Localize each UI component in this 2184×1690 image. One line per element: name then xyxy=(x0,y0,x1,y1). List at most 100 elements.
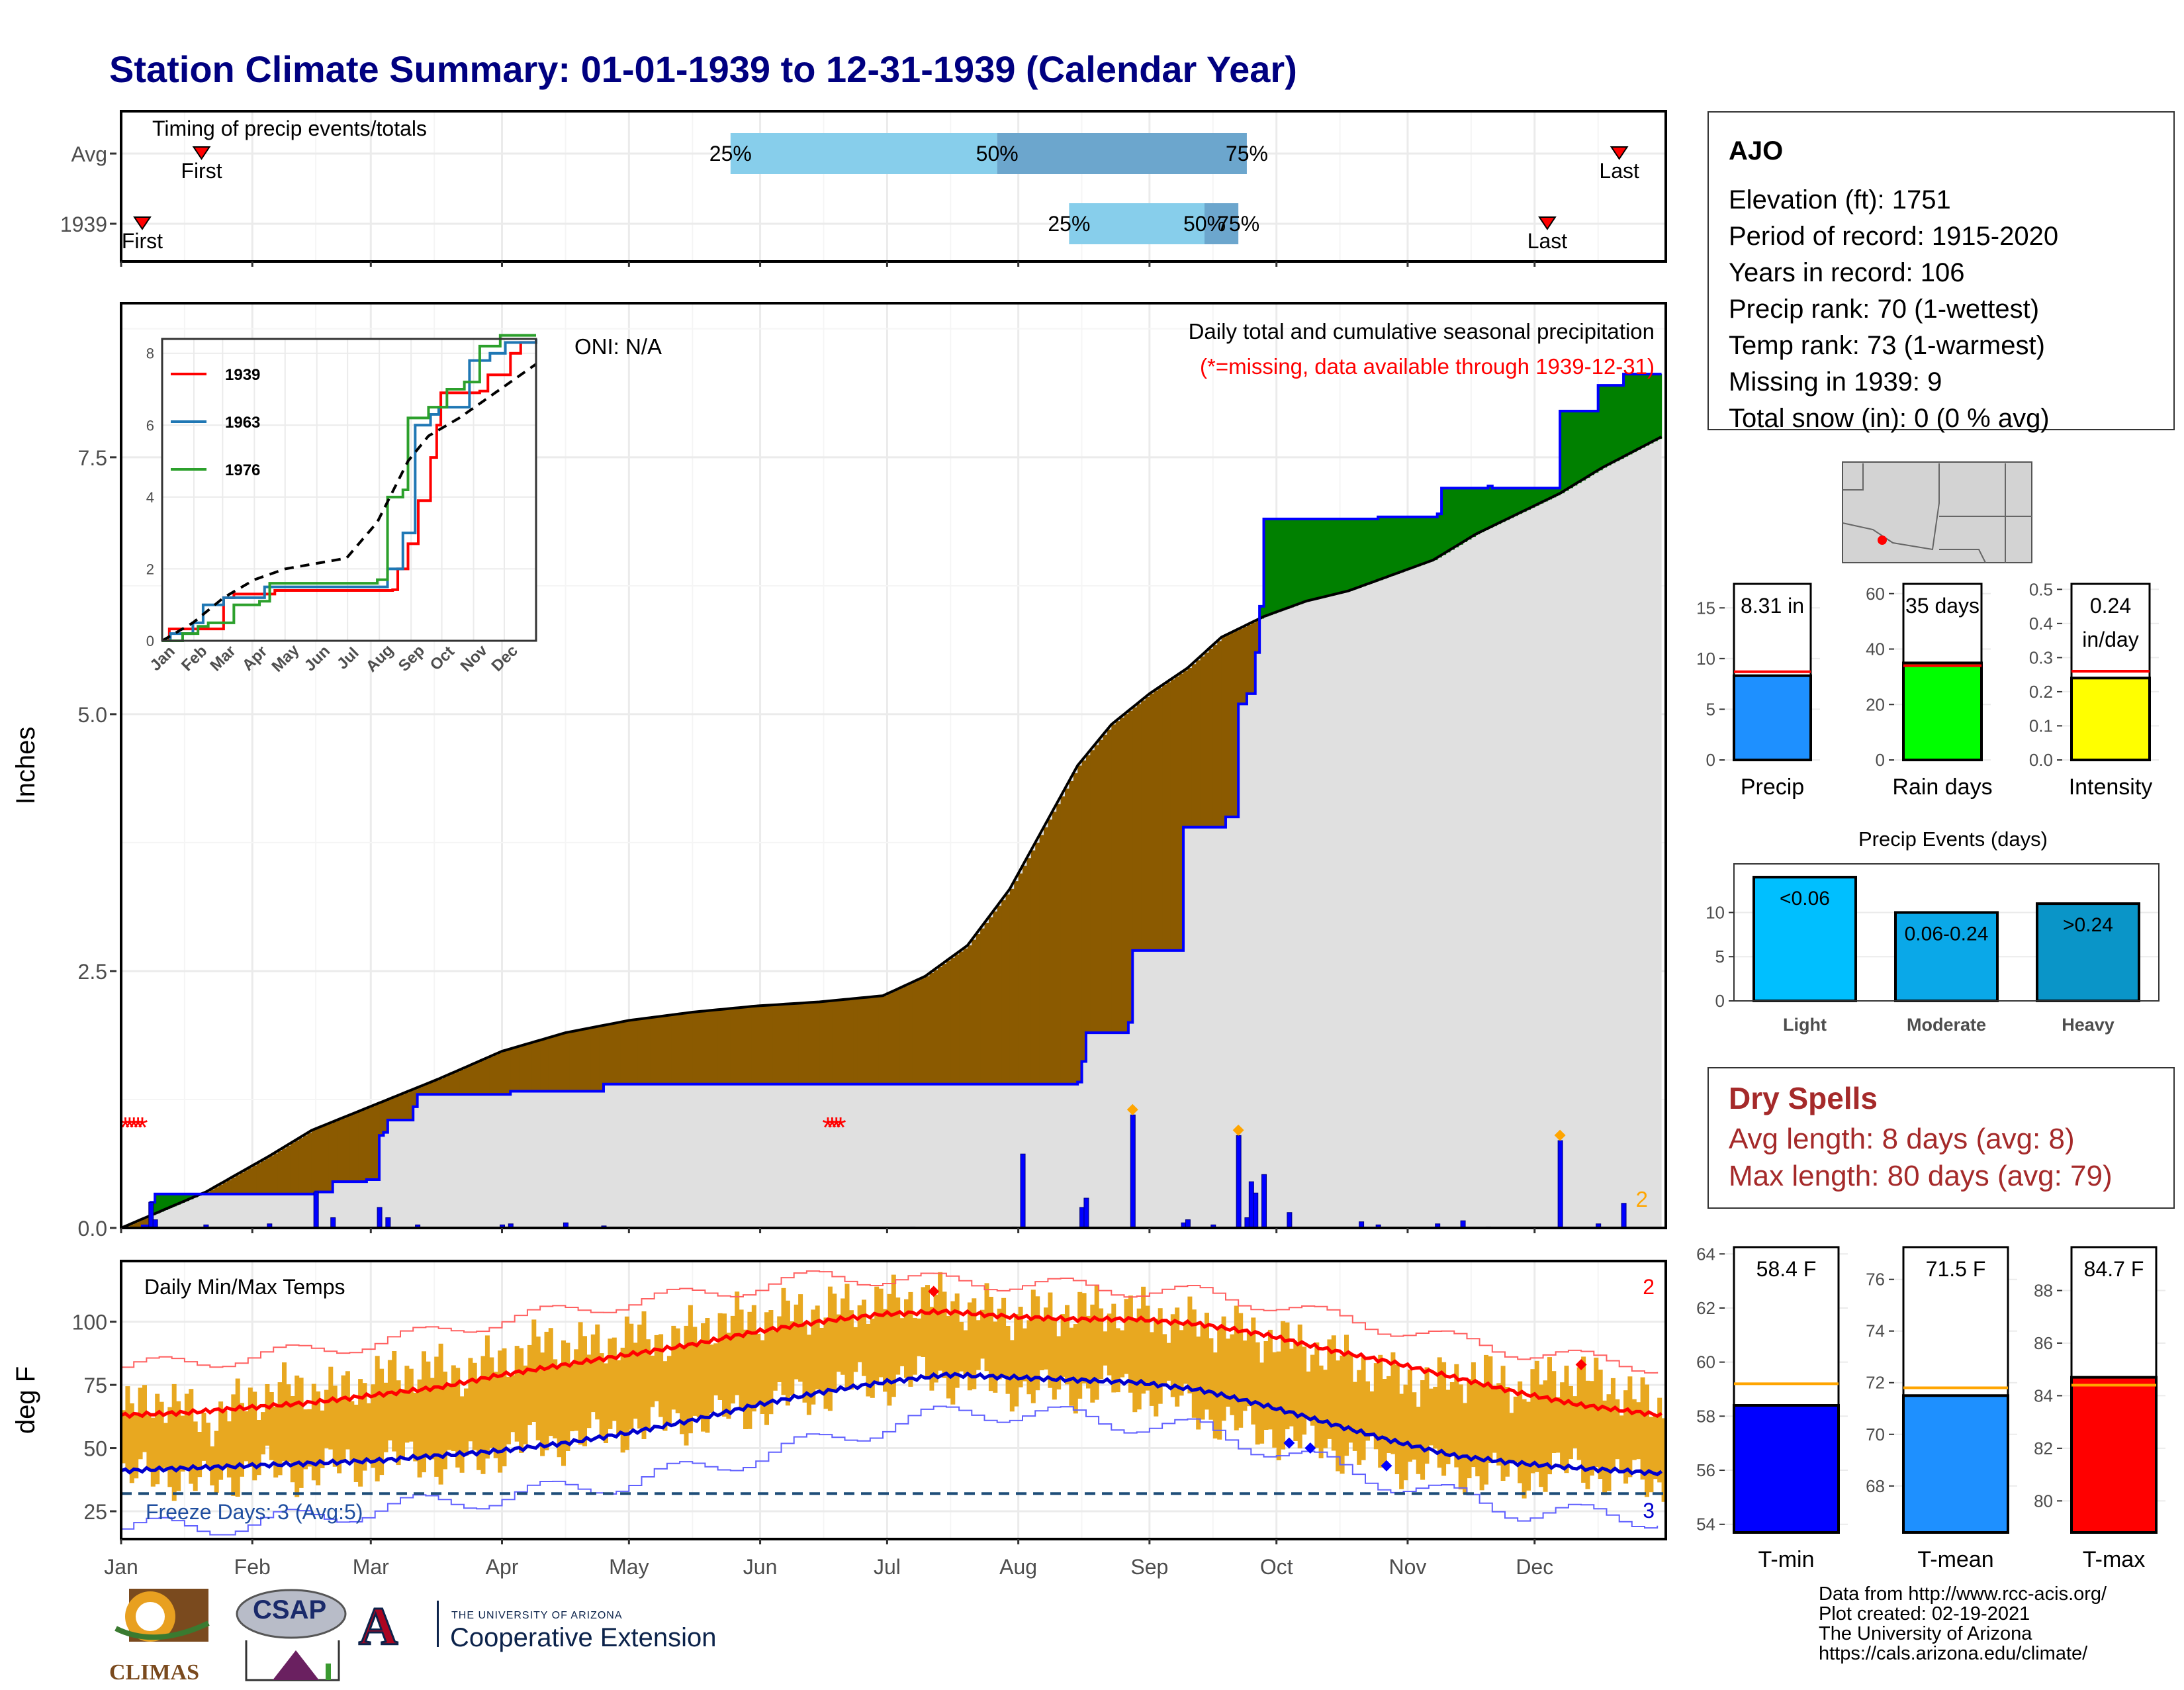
inset-xtick-label: Oct xyxy=(427,643,458,674)
daily-temp-range xyxy=(1323,1370,1328,1448)
daily-temp-range xyxy=(899,1318,905,1366)
daily-temp-range xyxy=(1281,1321,1286,1450)
daily-temp-range xyxy=(582,1336,587,1446)
daily-temp-range xyxy=(1276,1351,1281,1460)
daily-temp-range xyxy=(1234,1305,1239,1431)
record-temp-marker xyxy=(1575,1359,1587,1371)
deficit-fill xyxy=(798,1003,803,1084)
month-tick-label: May xyxy=(609,1555,649,1579)
daily-temp-range xyxy=(273,1407,279,1478)
surplus-fill xyxy=(1463,488,1468,542)
daily-temp-range xyxy=(1463,1403,1468,1494)
daily-temp-range xyxy=(904,1299,909,1378)
deficit-fill xyxy=(531,1043,537,1092)
daily-temp-range xyxy=(1589,1381,1594,1476)
surplus-fill xyxy=(1619,385,1624,459)
missing-marker: * xyxy=(128,1111,140,1144)
surplus-fill xyxy=(1585,411,1590,478)
daily-temp-range xyxy=(535,1337,541,1440)
daily-temp-range xyxy=(1191,1309,1197,1418)
surplus-fill xyxy=(163,1194,168,1210)
deficit-fill xyxy=(138,1221,143,1228)
deficit-fill xyxy=(836,1000,841,1084)
daily-temp-range xyxy=(595,1324,600,1420)
daily-temp-range xyxy=(1048,1292,1053,1388)
deficit-fill xyxy=(256,1163,261,1194)
daily-temp-range xyxy=(743,1329,748,1429)
daily-temp-range xyxy=(468,1358,473,1442)
deficit-fill xyxy=(214,1187,219,1194)
daily-temp-range xyxy=(561,1340,566,1466)
surplus-fill xyxy=(1357,519,1362,588)
deficit-fill xyxy=(430,1082,435,1095)
daily-temp-range xyxy=(252,1391,257,1481)
events-bar-moderate xyxy=(1894,911,1999,1003)
daily-temp-range xyxy=(747,1311,752,1429)
daily-temp-range xyxy=(443,1372,447,1470)
daily-temp-range xyxy=(925,1285,930,1378)
deficit-fill xyxy=(616,1023,621,1084)
daily-temp-range xyxy=(510,1375,516,1432)
deficit-fill xyxy=(878,996,884,1084)
surplus-fill xyxy=(1488,486,1493,528)
daily-temp-range xyxy=(1420,1380,1426,1480)
daily-temp-range xyxy=(218,1401,224,1480)
daily-temp-range xyxy=(1585,1380,1590,1489)
temp-total-2-ytick-label: 84 xyxy=(2034,1385,2053,1405)
daily-temp-range xyxy=(214,1431,219,1493)
deficit-fill xyxy=(523,1045,528,1092)
deficit-fill xyxy=(1226,635,1230,818)
daily-temp-range xyxy=(1035,1296,1040,1391)
timing-row-label: 1939 xyxy=(60,212,107,236)
deficit-fill xyxy=(1170,679,1175,951)
surplus-fill xyxy=(1302,519,1307,603)
deficit-fill xyxy=(743,1007,748,1084)
deficit-fill xyxy=(426,1084,431,1095)
events-bar-label: >0.24 xyxy=(2063,914,2113,936)
deficit-fill xyxy=(1158,688,1163,951)
timing-bar-q25-q50 xyxy=(1069,203,1205,244)
deficit-fill xyxy=(548,1037,553,1092)
daily-temp-range xyxy=(1606,1394,1612,1491)
temp-total-1-value-label: 71.5 F xyxy=(1926,1257,1986,1281)
deficit-fill xyxy=(1221,637,1226,827)
daily-temp-range xyxy=(1208,1338,1214,1420)
deficit-fill xyxy=(1023,865,1027,1084)
daily-temp-range xyxy=(408,1368,414,1442)
daily-temp-range xyxy=(345,1371,350,1450)
daily-temp-range xyxy=(387,1360,392,1440)
surplus-fill xyxy=(1403,516,1408,571)
station-name: AJO xyxy=(1729,136,1784,165)
daily-temp-range xyxy=(527,1344,532,1425)
temp-total-0-ytick-label: 62 xyxy=(1696,1298,1715,1318)
daily-temp-range xyxy=(396,1380,401,1466)
month-tick-label: Apr xyxy=(486,1555,519,1579)
daily-temp-range xyxy=(540,1352,545,1456)
deficit-fill xyxy=(468,1066,473,1095)
cum-1939-line xyxy=(121,373,1662,1229)
daily-temp-range xyxy=(717,1313,723,1400)
daily-temp-range xyxy=(226,1421,232,1478)
daily-temp-range xyxy=(895,1297,901,1375)
month-tick-label: Nov xyxy=(1388,1555,1426,1579)
daily-temp-range xyxy=(1564,1366,1569,1474)
daily-temp-range xyxy=(1314,1342,1320,1448)
inset-xtick-label: Aug xyxy=(363,641,397,676)
surplus-fill xyxy=(1394,516,1400,574)
deficit-fill xyxy=(273,1153,279,1194)
deficit-fill xyxy=(404,1092,410,1120)
deficit-fill xyxy=(1251,622,1256,694)
deficit-fill xyxy=(709,1010,714,1084)
inset-xtick-label: Dec xyxy=(488,642,522,675)
daily-temp-range xyxy=(163,1423,168,1468)
deficit-fill xyxy=(578,1030,583,1092)
daily-temp-range xyxy=(375,1356,380,1481)
surplus-fill xyxy=(1539,488,1544,504)
deficit-fill xyxy=(650,1017,655,1084)
surplus-fill xyxy=(1348,519,1353,591)
daily-temp-range xyxy=(1154,1319,1159,1417)
daily-temp-range xyxy=(1484,1354,1488,1485)
daily-temp-range xyxy=(1115,1328,1120,1393)
daily-temp-range xyxy=(248,1387,253,1467)
daily-temp-range xyxy=(1073,1324,1078,1414)
